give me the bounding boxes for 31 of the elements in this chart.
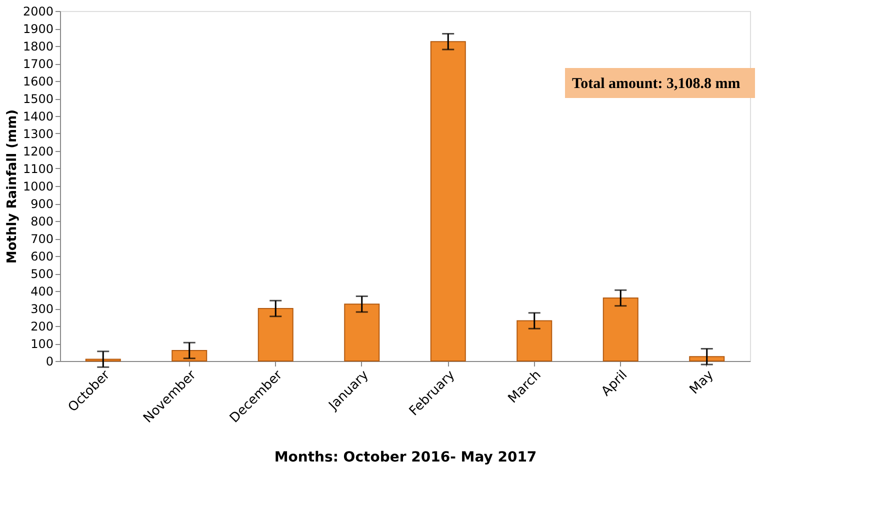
y-tick-label: 2000: [22, 4, 54, 18]
y-tick-label: 300: [30, 302, 54, 316]
y-tick-label: 1200: [22, 144, 54, 158]
bar: [602, 298, 638, 362]
bar: [344, 304, 380, 362]
y-tick-label: 1000: [22, 180, 54, 194]
y-tick-label: 1400: [22, 110, 54, 124]
y-axis-title: Mothly Rainfall (mm): [4, 109, 20, 264]
y-tick-label: 900: [30, 197, 54, 211]
y-tick-label: 1900: [22, 22, 54, 36]
y-tick-label: 100: [30, 337, 54, 351]
y-tick-label: 700: [30, 232, 54, 246]
y-tick-label: 1600: [22, 74, 54, 88]
bar: [172, 350, 208, 362]
y-tick-label: 1700: [22, 57, 54, 71]
y-tick-label: 1500: [22, 92, 54, 106]
y-tick-label: 200: [30, 320, 54, 334]
y-tick-label: 500: [30, 267, 54, 281]
bar: [430, 41, 466, 362]
y-tick-label: 1300: [22, 127, 54, 141]
y-tick-label: 600: [30, 250, 54, 264]
y-tick-label: 1100: [22, 162, 54, 176]
y-tick-label: 0: [46, 354, 54, 368]
y-tick-label: 400: [30, 284, 54, 298]
bar: [258, 308, 294, 362]
y-tick-label: 1800: [22, 40, 54, 54]
bar: [689, 356, 725, 362]
y-tick-label: 800: [30, 214, 54, 228]
annotation: Total amount: 3,108.8 mm: [572, 76, 741, 92]
bar: [516, 320, 552, 362]
x-axis-title: Months: October 2016- May 2017: [274, 450, 537, 466]
